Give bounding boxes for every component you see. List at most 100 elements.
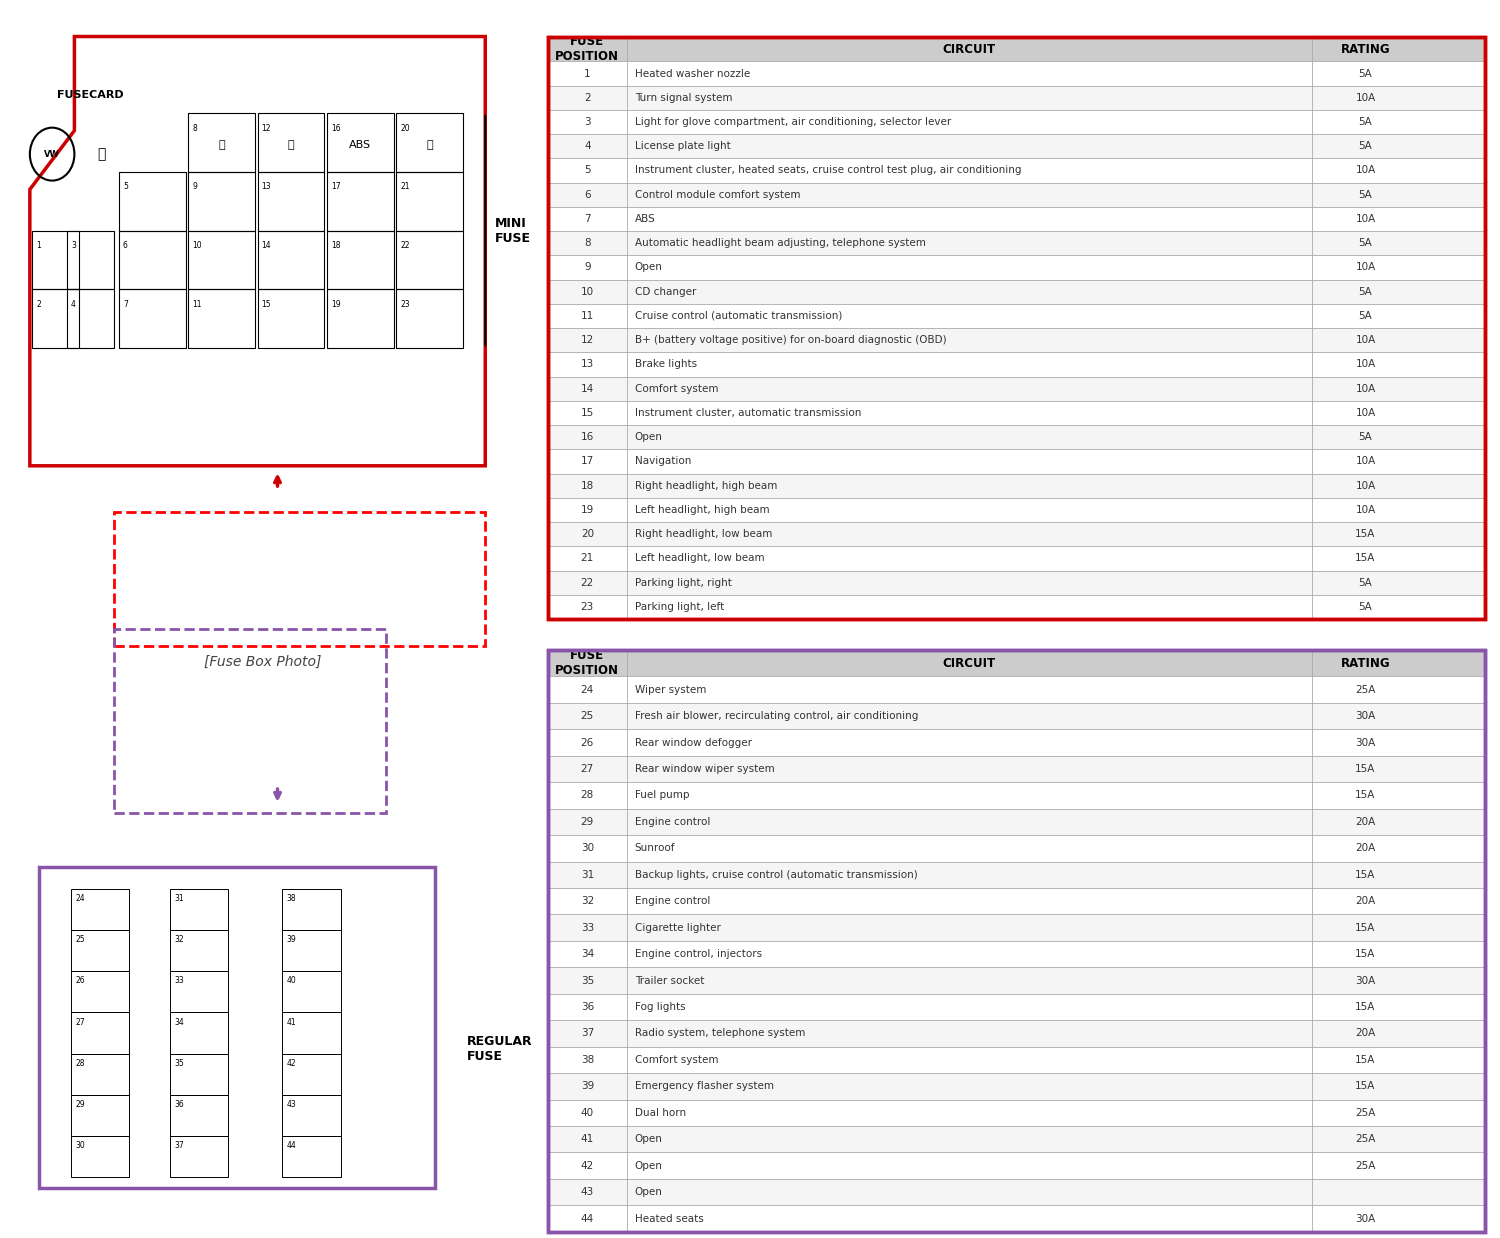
Text: 24: 24 (75, 894, 84, 903)
Text: 33: 33 (580, 922, 594, 932)
Text: 20A: 20A (1356, 843, 1376, 853)
Text: 5A: 5A (1359, 118, 1372, 128)
Bar (396, 290, 464, 348)
Text: Parking light, right: Parking light, right (634, 578, 732, 588)
Text: 40: 40 (286, 977, 296, 985)
Text: Open: Open (634, 262, 663, 272)
Text: Comfort system: Comfort system (634, 384, 718, 394)
Text: Backup lights, cruise control (automatic transmission): Backup lights, cruise control (automatic… (634, 870, 918, 880)
Text: 38: 38 (286, 894, 296, 903)
Bar (327, 230, 393, 290)
Text: 34: 34 (580, 950, 594, 959)
Text: Brake lights: Brake lights (634, 359, 698, 369)
Bar (70, 1013, 129, 1054)
Text: 43: 43 (580, 1187, 594, 1197)
Text: FUSE
POSITION: FUSE POSITION (555, 649, 620, 677)
Text: Cruise control (automatic transmission): Cruise control (automatic transmission) (634, 311, 842, 321)
Text: 19: 19 (580, 505, 594, 515)
Text: 13: 13 (580, 359, 594, 369)
Text: 📞: 📞 (219, 140, 225, 150)
Text: 22: 22 (400, 241, 410, 250)
Text: Right headlight, low beam: Right headlight, low beam (634, 529, 772, 539)
Bar (282, 1094, 340, 1136)
Text: 39: 39 (286, 935, 296, 945)
Text: 27: 27 (75, 1018, 84, 1026)
Text: Control module comfort system: Control module comfort system (634, 189, 800, 199)
Text: 16: 16 (332, 124, 340, 132)
Text: Instrument cluster, automatic transmission: Instrument cluster, automatic transmissi… (634, 409, 861, 418)
Text: 15: 15 (261, 300, 272, 310)
Bar (327, 113, 393, 172)
Bar (282, 1054, 340, 1094)
Bar (118, 230, 186, 290)
Text: CD changer: CD changer (634, 287, 696, 297)
Text: 31: 31 (174, 894, 183, 903)
Text: 5: 5 (123, 182, 128, 192)
Text: Heated seats: Heated seats (634, 1213, 704, 1223)
Bar (282, 1013, 340, 1054)
Text: Rear window wiper system: Rear window wiper system (634, 764, 774, 774)
Bar (70, 1054, 129, 1094)
Text: 16: 16 (580, 432, 594, 442)
Text: 21: 21 (400, 182, 410, 192)
Text: Right headlight, high beam: Right headlight, high beam (634, 480, 777, 490)
Text: 25: 25 (580, 711, 594, 721)
Text: Open: Open (634, 1161, 663, 1171)
Text: 1: 1 (584, 68, 591, 78)
Polygon shape (30, 36, 486, 465)
Text: Trailer socket: Trailer socket (634, 976, 704, 985)
Bar (118, 290, 186, 348)
Text: 8: 8 (584, 238, 591, 248)
Text: 30A: 30A (1356, 1213, 1376, 1223)
Bar (114, 511, 486, 646)
Text: 25A: 25A (1356, 685, 1376, 695)
Text: 20A: 20A (1356, 1029, 1376, 1039)
Text: 28: 28 (580, 790, 594, 801)
Bar (170, 971, 228, 1013)
Text: MINI
FUSE: MINI FUSE (495, 217, 531, 245)
Text: 10A: 10A (1356, 262, 1376, 272)
Text: 25A: 25A (1356, 1161, 1376, 1171)
Bar (68, 290, 114, 348)
Text: 44: 44 (580, 1213, 594, 1223)
Text: 41: 41 (580, 1134, 594, 1144)
Text: Fuel pump: Fuel pump (634, 790, 688, 801)
Text: Fresh air blower, recirculating control, air conditioning: Fresh air blower, recirculating control,… (634, 711, 918, 721)
Text: 5A: 5A (1359, 189, 1372, 199)
Text: 10A: 10A (1356, 457, 1376, 467)
Text: 5A: 5A (1359, 602, 1372, 612)
Text: Sunroof: Sunroof (634, 843, 675, 853)
Text: 30: 30 (580, 843, 594, 853)
Bar (396, 172, 464, 230)
Text: 8: 8 (192, 124, 196, 132)
Text: 5A: 5A (1359, 287, 1372, 297)
Text: 31: 31 (580, 870, 594, 880)
Text: 37: 37 (174, 1141, 183, 1150)
Text: 5A: 5A (1359, 68, 1372, 78)
Text: 9: 9 (192, 182, 196, 192)
Text: Open: Open (634, 1134, 663, 1144)
Text: 25A: 25A (1356, 1134, 1376, 1144)
Text: 15A: 15A (1356, 1081, 1376, 1092)
Text: FUSECARD: FUSECARD (57, 90, 123, 100)
Text: 5A: 5A (1359, 432, 1372, 442)
Text: Navigation: Navigation (634, 457, 692, 467)
Text: 4: 4 (70, 300, 76, 310)
Text: Instrument cluster, heated seats, cruise control test plug, air conditioning: Instrument cluster, heated seats, cruise… (634, 166, 1022, 176)
Text: CIRCUIT: CIRCUIT (944, 656, 996, 670)
Text: 11: 11 (192, 300, 201, 310)
Text: 23: 23 (580, 602, 594, 612)
Text: 5: 5 (584, 166, 591, 176)
Text: FUSE
POSITION: FUSE POSITION (555, 35, 620, 63)
Text: Open: Open (634, 432, 663, 442)
Text: 43: 43 (286, 1099, 296, 1109)
Text: 2: 2 (584, 93, 591, 103)
Text: 28: 28 (75, 1058, 84, 1067)
Text: 12: 12 (580, 335, 594, 345)
Text: 34: 34 (174, 1018, 183, 1026)
Bar (282, 1136, 340, 1177)
Text: 26: 26 (580, 738, 594, 748)
Text: 5A: 5A (1359, 238, 1372, 248)
Bar (327, 172, 393, 230)
Bar (189, 172, 255, 230)
